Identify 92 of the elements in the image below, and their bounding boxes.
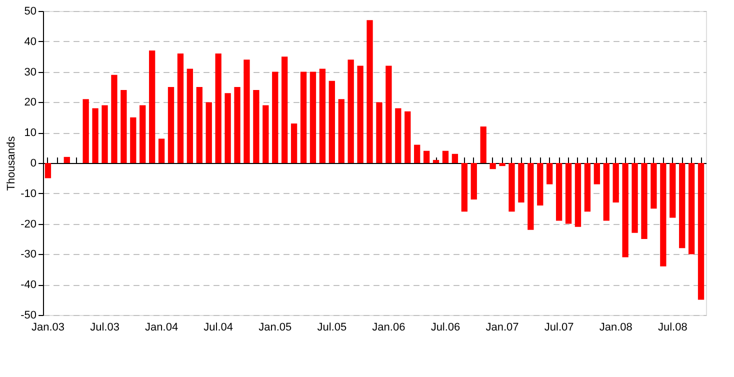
bar (300, 72, 307, 163)
bar (565, 163, 572, 224)
bar (679, 163, 686, 248)
bar (650, 163, 657, 209)
bar (262, 105, 269, 163)
bar (698, 163, 704, 300)
x-tick-label: Jan.03 (31, 322, 64, 334)
y-tick-label: 0 (30, 158, 36, 170)
bar (120, 90, 127, 163)
bar (556, 163, 562, 221)
bar (442, 150, 449, 163)
bar (158, 138, 165, 163)
bar (186, 68, 194, 163)
y-tick-label: -30 (20, 248, 36, 261)
bar (215, 54, 222, 163)
bar (149, 50, 156, 163)
bar (423, 150, 430, 163)
y-tick-label: 40 (24, 36, 36, 48)
bar (546, 163, 553, 184)
bar (64, 156, 70, 163)
x-tick-label: Jul.06 (430, 322, 460, 334)
bar (632, 163, 638, 233)
y-tick-label: 10 (24, 127, 36, 140)
bar (282, 56, 288, 163)
bar (290, 123, 298, 163)
bar (272, 72, 278, 163)
y-tick-label: 30 (24, 66, 36, 78)
x-tick-label: Jul.05 (317, 322, 347, 334)
x-tick-label: Jul.03 (90, 322, 120, 334)
bar (366, 20, 373, 163)
bar (499, 163, 506, 166)
y-tick-label: -50 (20, 310, 36, 322)
bar (92, 108, 98, 163)
bar (395, 108, 402, 163)
y-tick-label: 20 (24, 96, 36, 109)
x-tick-label: Jan.06 (372, 322, 406, 334)
bar (253, 90, 260, 163)
y-axis-title: Thousands (6, 136, 18, 191)
bar (386, 66, 392, 163)
bar (480, 126, 486, 163)
bar (82, 99, 89, 163)
bar (432, 160, 440, 163)
x-tick-label: Jul.08 (658, 322, 688, 334)
bar (670, 163, 676, 218)
bar (470, 163, 477, 200)
bar (376, 102, 382, 163)
bar (404, 111, 411, 163)
x-tick-label: Jan.05 (258, 322, 292, 334)
bar (234, 87, 240, 163)
bar (688, 163, 695, 254)
x-tick-label: Jan.08 (599, 322, 632, 334)
bar (584, 163, 591, 212)
x-tick-label: Jul.07 (544, 322, 574, 334)
y-tick-label: -10 (20, 188, 36, 200)
bar (414, 144, 420, 163)
bar (461, 163, 468, 212)
bar (528, 163, 534, 230)
bar (508, 163, 515, 212)
bar (490, 163, 496, 170)
bar (357, 66, 364, 163)
bar (244, 60, 250, 163)
y-tick-label: -20 (20, 218, 36, 230)
bar (660, 163, 666, 266)
x-tick-label: Jul.04 (204, 322, 234, 334)
bar (206, 102, 212, 163)
x-tick-label: Jan.07 (486, 322, 519, 334)
bar (196, 87, 202, 163)
bar (310, 72, 316, 163)
y-tick-label: 50 (24, 6, 36, 18)
bar (641, 163, 648, 239)
y-tick-label: -40 (20, 279, 36, 292)
bar (574, 163, 582, 227)
bar (338, 99, 344, 163)
bar (177, 54, 184, 163)
x-tick-label: Jan.04 (145, 322, 178, 334)
bar (319, 68, 326, 163)
bar (130, 117, 136, 163)
bar (518, 163, 524, 203)
bar (102, 105, 108, 163)
bar (594, 163, 600, 184)
bar (622, 163, 628, 258)
bar (44, 163, 52, 178)
bar (612, 163, 619, 203)
bar (537, 163, 544, 206)
bar (168, 87, 174, 163)
bar (452, 154, 458, 163)
bar (140, 105, 146, 163)
bar (603, 163, 610, 221)
bar (224, 93, 231, 163)
bar (348, 60, 354, 163)
bar (111, 74, 118, 163)
bar (328, 80, 335, 163)
